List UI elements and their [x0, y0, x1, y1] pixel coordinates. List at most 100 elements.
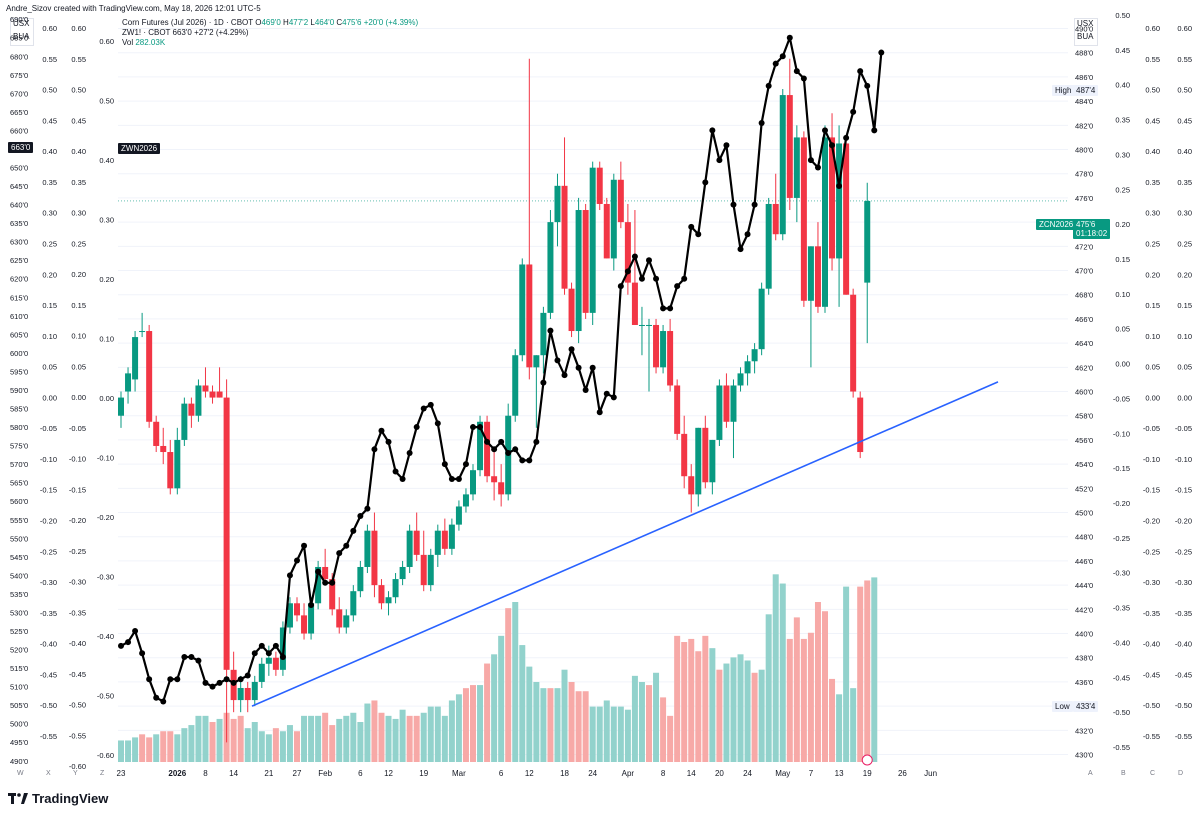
left-axis-tick-label: 640'0 — [10, 201, 28, 210]
bottom-scale-c[interactable]: C — [1150, 770, 1156, 777]
candle-body — [251, 681, 258, 701]
overlay-series-point — [378, 427, 385, 434]
overlay-series-point — [286, 572, 293, 579]
overlay-series-point — [371, 446, 378, 453]
overlay-series-point — [512, 446, 519, 453]
overlay-series-point — [547, 327, 554, 334]
overlay-series-point — [209, 683, 216, 690]
overlay-series-point — [695, 231, 702, 238]
left-axis-tick-label: 645'0 — [10, 182, 28, 191]
ratio-axis-f-tick-label: 0.10 — [1177, 332, 1192, 341]
candle-body — [139, 331, 146, 333]
legend-change: +20'0 (+4.39%) — [363, 18, 419, 27]
ratio-axis-b-tick-label: -0.50 — [40, 701, 57, 710]
right-axis-tick-label: 448'0 — [1075, 533, 1093, 542]
volume-bar — [533, 682, 540, 762]
bottom-scale-b[interactable]: B — [1121, 770, 1126, 777]
ratio-axis-b-tick-label: -0.45 — [40, 670, 57, 679]
zcn-symbol-tag: ZCN2026 — [1036, 219, 1077, 230]
ratio-axis-b-tick-label: 0.00 — [42, 393, 57, 402]
ratio-axis-e-tick-label: 0.45 — [1145, 116, 1160, 125]
left-axis-tick-label: 530'0 — [10, 608, 28, 617]
volume-bar — [871, 577, 878, 762]
overlay-series-point — [329, 579, 336, 586]
overlay-series-point — [491, 446, 498, 453]
left-axis-tick-label: 650'0 — [10, 164, 28, 173]
ratio-axis-e-tick-label: -0.20 — [1143, 517, 1160, 526]
bottom-scale-d[interactable]: D — [1178, 770, 1184, 777]
bottom-scale-z[interactable]: Z — [100, 770, 105, 777]
volume-bar — [702, 635, 709, 762]
overlay-series-point — [294, 557, 300, 564]
volume-bar — [765, 614, 772, 762]
ratio-axis-b-tick-label: 0.35 — [42, 178, 57, 187]
ratio-axis-f-tick-label: 0.25 — [1177, 239, 1192, 248]
candle-body — [681, 433, 688, 477]
candle-body — [294, 603, 300, 616]
volume-bar — [322, 712, 329, 762]
overlay-series-point — [533, 438, 540, 445]
ratio-axis-e-tick-label: 0.10 — [1145, 332, 1160, 341]
candle-body — [125, 373, 132, 392]
volume-bar — [505, 608, 512, 762]
overlay-series-point — [153, 694, 160, 701]
overlay-series-point — [702, 179, 709, 186]
candle-body — [786, 95, 793, 198]
left-scale-header[interactable]: USX BUA — [10, 18, 34, 46]
right-scale-header[interactable]: USX BUA — [1074, 18, 1098, 46]
left-axis-tick-label: 675'0 — [10, 71, 28, 80]
volume-bar — [540, 688, 547, 762]
ratio-axis-d-tick-label: 0.45 — [1115, 46, 1130, 55]
ratio-axis-e-tick-label: -0.25 — [1143, 547, 1160, 556]
volume-bar — [448, 700, 455, 762]
volume-bar — [392, 718, 399, 762]
ratio-axis-b-tick-label: 0.45 — [42, 116, 57, 125]
bottom-scale-x[interactable]: X — [46, 770, 51, 777]
left-axis-tick-label: 500'0 — [10, 720, 28, 729]
overlay-series-point — [575, 364, 582, 371]
candle-body — [308, 603, 315, 634]
ratio-axis-c-tick-label: -0.35 — [69, 608, 86, 617]
overlay-series-point — [540, 379, 547, 386]
ratio-axis-c-tick-label: 0.15 — [71, 301, 86, 310]
ratio-axis-f-tick-label: 0.00 — [1177, 393, 1192, 402]
volume-bar — [441, 715, 448, 762]
left-axis-tick-label: 580'0 — [10, 423, 28, 432]
bottom-scale-a[interactable]: A — [1088, 770, 1093, 777]
ratio-axis-c-tick-label: -0.45 — [69, 670, 86, 679]
ratio-axis-e-tick-label: -0.05 — [1143, 424, 1160, 433]
candle-body — [315, 566, 322, 604]
right-axis-tick-label: 466'0 — [1075, 315, 1093, 324]
overlay-series-point — [202, 679, 209, 686]
ratio-axis-d-tick-label: 0.35 — [1115, 116, 1130, 125]
x-axis-tick-label: 26 — [898, 769, 907, 778]
ratio-axis-f-tick-label: 0.35 — [1177, 178, 1192, 187]
ratio-axis-c-tick-label: 0.35 — [71, 178, 86, 187]
low-label-tag: Low — [1052, 701, 1073, 712]
volume-bar — [723, 663, 730, 762]
ratio-axis-b-tick-label: 0.05 — [42, 363, 57, 372]
candle-body — [850, 294, 857, 392]
ratio-axis-c-tick-label: 0.45 — [71, 116, 86, 125]
overlay-series-point — [434, 420, 441, 427]
x-axis-tick-label: 7 — [809, 769, 814, 778]
legend-ohlc-value-l: 464'0 — [314, 18, 337, 27]
candle-body — [568, 288, 575, 332]
overlay-series-point — [624, 268, 631, 275]
bottom-scale-w[interactable]: W — [17, 770, 24, 777]
bottom-scale-y[interactable]: Y — [73, 770, 78, 777]
right-axis-tick-label: 430'0 — [1075, 751, 1093, 760]
ratio-axis-d-tick-label: -0.15 — [1113, 464, 1130, 473]
right-axis-tick-label: 454'0 — [1075, 460, 1093, 469]
left-axis-tick-label: 690'0 — [10, 15, 28, 24]
tradingview-logo[interactable]: TradingView — [8, 791, 108, 806]
candle-body — [822, 137, 828, 307]
volume-bar — [737, 654, 744, 762]
overlay-series-point — [392, 468, 399, 475]
overlay-series-point — [582, 386, 589, 393]
legend-ohlc-value-o: 469'0 — [261, 18, 284, 27]
candle-body — [195, 385, 202, 416]
ratio-axis-c-tick-label: -0.55 — [69, 731, 86, 740]
x-axis-tick-label: 12 — [525, 769, 534, 778]
